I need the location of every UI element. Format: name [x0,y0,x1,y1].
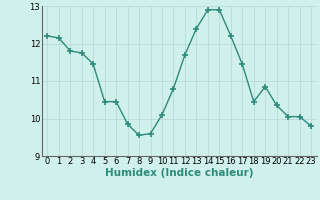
X-axis label: Humidex (Indice chaleur): Humidex (Indice chaleur) [105,168,253,178]
